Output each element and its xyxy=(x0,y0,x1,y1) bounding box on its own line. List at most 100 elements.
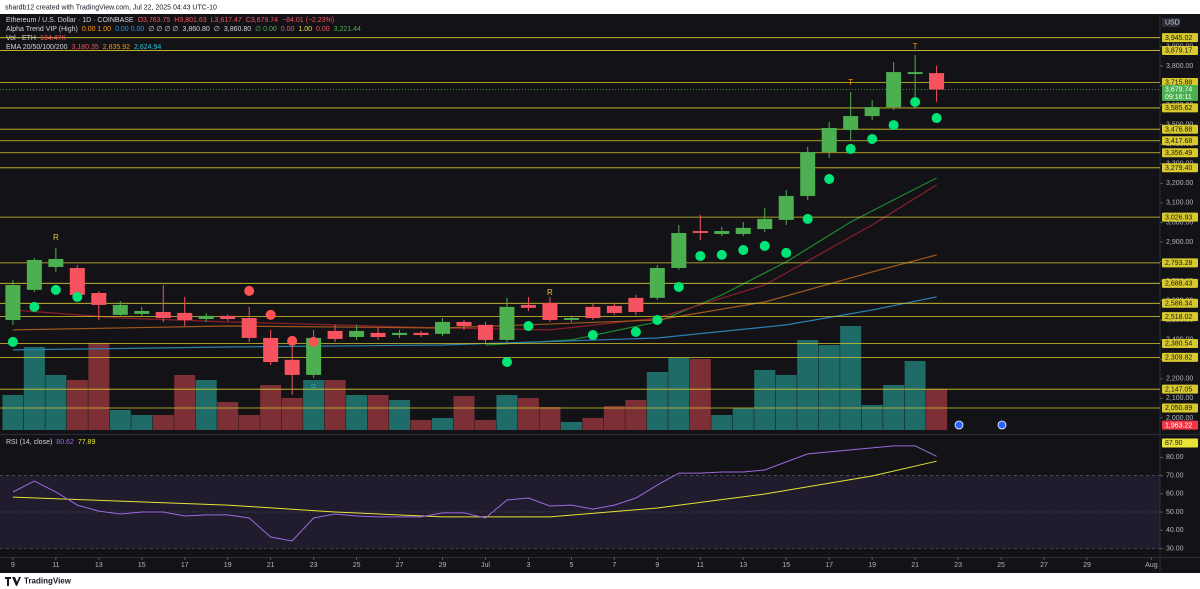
y-tick-label: 2,900.00 xyxy=(1166,239,1193,246)
candle-body xyxy=(649,267,665,298)
x-tick-label: 21 xyxy=(911,562,919,569)
volume-bar xyxy=(217,402,239,430)
candle-body xyxy=(800,152,816,197)
volume-bar xyxy=(539,407,561,430)
event-icon xyxy=(997,420,1007,430)
legend-item: Alpha Trend VIP (High) xyxy=(6,26,78,33)
legend-item: EMA 20/50/100/200 xyxy=(6,44,68,51)
legend-item: 3,180.35 xyxy=(72,44,99,51)
level-label: 3,715.88 xyxy=(1165,80,1192,87)
candle-body xyxy=(263,337,279,363)
volume-bar xyxy=(883,385,905,430)
legend-line: RSI (14, close) 80.62 77.89 xyxy=(6,439,95,446)
legend-line: Alpha Trend VIP (High) 0.00 1.00 0.00 0.00… xyxy=(6,26,361,33)
annotation: R xyxy=(53,233,59,242)
candle-body xyxy=(69,267,85,295)
level-label-box xyxy=(1162,298,1198,308)
signal-dot xyxy=(759,240,770,251)
legend-line: Ethereum / U.S. Dollar · 1D · COINBASE O3… xyxy=(6,17,334,24)
candle-body xyxy=(692,231,708,233)
y-tick-label: 3,000.00 xyxy=(1166,219,1193,226)
level-label: 2,518.02 xyxy=(1165,314,1192,321)
caption: shardb12 created with TradingView.com, J… xyxy=(5,4,217,11)
level-label-box xyxy=(1162,384,1198,394)
candle-body xyxy=(606,305,622,313)
candle-body xyxy=(907,72,923,75)
currency: USD xyxy=(1165,20,1180,27)
legend-item: ∅ xyxy=(214,26,220,33)
y-tick-label: 2,100.00 xyxy=(1166,395,1193,402)
countdown: 09:16:11 xyxy=(1165,94,1192,101)
candle-body xyxy=(864,107,880,117)
volume-bar xyxy=(689,359,711,430)
volume-bar xyxy=(23,347,45,430)
level-label-box xyxy=(1162,163,1198,173)
volume-bar xyxy=(109,410,131,430)
volume-bar xyxy=(754,370,776,430)
signal-dot xyxy=(501,357,512,368)
volume-bar xyxy=(174,375,196,430)
level-label-box xyxy=(1162,46,1198,56)
candle-body xyxy=(563,318,579,320)
level-label-box xyxy=(1162,136,1198,146)
volume-bar xyxy=(303,380,325,430)
volume-bar xyxy=(238,415,260,430)
legend-item: H3,801.63 xyxy=(174,17,206,24)
level-label: 3,356.49 xyxy=(1165,150,1192,157)
x-tick-label: 17 xyxy=(181,562,189,569)
candle-body xyxy=(327,330,343,339)
volume-bar xyxy=(453,396,475,430)
volume-bar xyxy=(732,408,754,430)
level-label: 2,586.34 xyxy=(1165,300,1192,307)
ema-line xyxy=(12,296,937,351)
x-tick-label: 13 xyxy=(739,562,747,569)
x-tick-label: 29 xyxy=(439,562,447,569)
volume-bar xyxy=(367,395,389,430)
volume-bar xyxy=(517,398,539,430)
candle-body xyxy=(5,284,21,320)
candle-body xyxy=(134,310,150,314)
legend-item: ∅ 0.00 xyxy=(255,26,277,33)
level-label: 3,879.17 xyxy=(1165,48,1192,55)
candle-body xyxy=(628,297,644,312)
volume-bar xyxy=(281,398,303,430)
x-tick-label: Aug xyxy=(1145,562,1158,569)
volume-bar xyxy=(432,418,454,430)
x-tick-label: 17 xyxy=(825,562,833,569)
annotation: T xyxy=(913,42,918,51)
annotation: T xyxy=(848,78,853,87)
volume-bar xyxy=(66,380,88,430)
signal-dot xyxy=(287,335,298,346)
legend-item: 2,624.94 xyxy=(134,44,161,51)
x-tick-label: 23 xyxy=(954,562,962,569)
rsi-marker-box xyxy=(1162,438,1198,448)
candle-body xyxy=(477,324,493,340)
volume-bar xyxy=(2,395,24,430)
level-label-box xyxy=(1162,33,1198,43)
brand-logo xyxy=(5,577,21,586)
legend-item: 0.00 0.00 xyxy=(115,26,144,33)
rsi-y-tick-label: 60.00 xyxy=(1166,491,1184,498)
level-label: 3,026.93 xyxy=(1165,214,1192,221)
x-tick-label: Jul xyxy=(481,562,490,569)
signal-dot xyxy=(72,291,83,302)
volume-bar xyxy=(818,345,840,430)
candle-body xyxy=(392,332,408,336)
y-tick-label: 3,100.00 xyxy=(1166,200,1193,207)
x-tick-label: 5 xyxy=(569,562,573,569)
x-tick-label: 15 xyxy=(782,562,790,569)
x-tick-label: 25 xyxy=(353,562,361,569)
level-label: 3,417.68 xyxy=(1165,138,1192,145)
level-label: 2,688.43 xyxy=(1165,280,1192,287)
last-price-label: 3,679.74 xyxy=(1165,87,1192,94)
legend-item: RSI (14, close) xyxy=(6,439,52,446)
rsi-y-tick-label: 50.00 xyxy=(1166,509,1184,516)
level-label: 3,585.62 xyxy=(1165,105,1192,112)
rsi-y-tick-label: 30.00 xyxy=(1166,545,1184,552)
marker-price-label-box xyxy=(1162,420,1198,430)
brand: TradingView xyxy=(24,577,72,586)
volume-bar xyxy=(904,361,926,430)
caption-bar xyxy=(0,0,1200,14)
candle-body xyxy=(220,315,236,320)
